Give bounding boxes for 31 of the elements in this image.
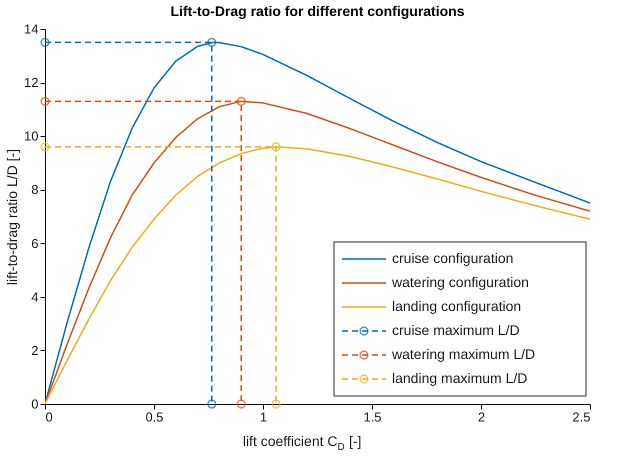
y-tick-label: 0 (31, 396, 38, 412)
y-tick-label: 4 (31, 289, 38, 304)
y-tick-label: 2 (31, 342, 38, 358)
x-tick-label: 2.5 (572, 410, 590, 424)
point (40, 38, 50, 48)
x-tick-label: 2 (478, 410, 486, 424)
legend-label: watering configuration (391, 274, 529, 290)
x-tick-label: 0.5 (145, 410, 164, 424)
y-tick-label: 14 (24, 22, 38, 36)
x-tick-label: 0 (46, 410, 53, 424)
legend-label: cruise maximum L/D (392, 322, 520, 338)
point (207, 399, 216, 409)
x-tick-label: 1.5 (363, 410, 382, 424)
chart-title: Lift-to-Drag ratio for different configurations (170, 3, 465, 19)
point (40, 142, 50, 152)
point (40, 96, 50, 106)
y-tick-label: 6 (31, 236, 38, 251)
point (236, 96, 246, 106)
y-axis-title: lift-to-drag ratio L/D [-] (4, 148, 20, 286)
y-tick-label: 12 (24, 75, 38, 90)
point (236, 399, 246, 409)
legend-label: landing maximum L/D (392, 370, 528, 386)
y-tick-label: 10 (24, 128, 38, 144)
point (271, 399, 281, 409)
x-tick-label: 1 (260, 410, 268, 424)
legend-label: landing configuration (392, 298, 522, 314)
point (207, 38, 216, 48)
legend-label: watering maximum L/D (391, 346, 536, 362)
y-tick-label: 8 (31, 182, 38, 198)
legend-label: cruise configuration (392, 250, 514, 266)
point (271, 142, 281, 152)
